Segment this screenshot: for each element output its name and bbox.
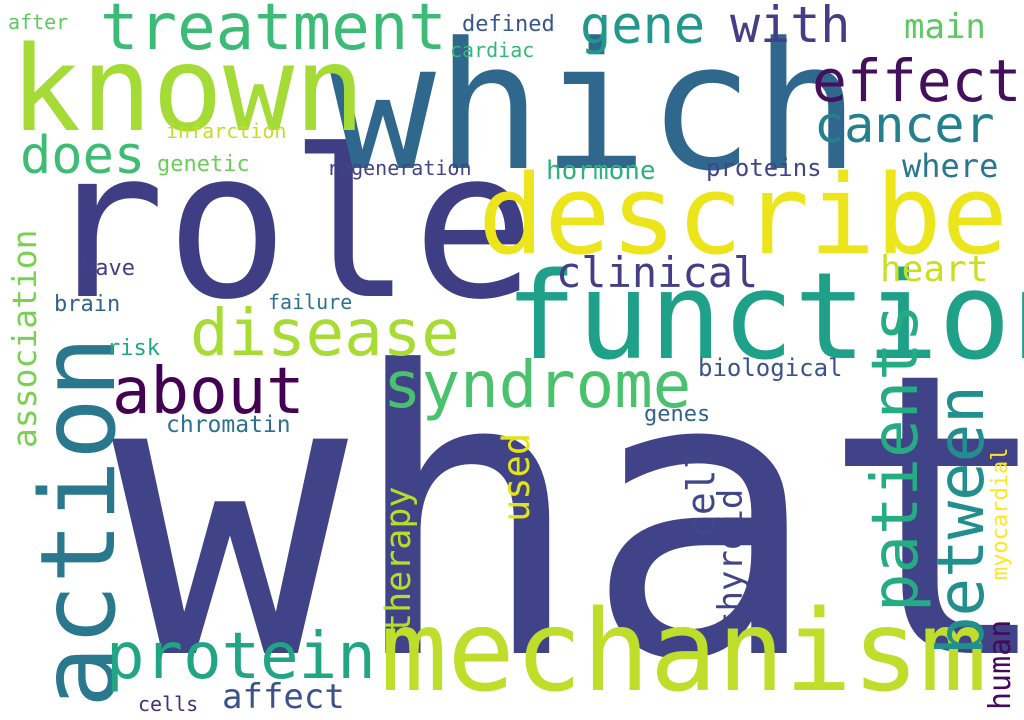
- word-have: have: [82, 256, 135, 281]
- word-genes: genes: [644, 402, 711, 427]
- word-used: used: [495, 432, 538, 522]
- word-protein: protein: [106, 620, 376, 694]
- word-proteins: proteins: [706, 154, 822, 182]
- word-chromatin: chromatin: [166, 412, 291, 438]
- word-heart: heart: [880, 249, 989, 290]
- word-describe: describe: [478, 151, 1008, 279]
- word-affect: affect: [222, 677, 345, 717]
- word-disease: disease: [190, 297, 460, 371]
- word-thyroid: thyroid: [711, 488, 751, 632]
- word-patients: patients: [859, 303, 933, 612]
- word-risk: risk: [107, 336, 160, 361]
- word-role: role: [42, 107, 536, 345]
- word-brain: brain: [54, 292, 121, 317]
- word-main: main: [904, 7, 986, 47]
- word-which: which: [330, 5, 860, 210]
- word-defined: defined: [462, 12, 555, 37]
- word-failure: failure: [268, 290, 353, 314]
- word-syndrome: syndrome: [383, 349, 692, 423]
- word-biological: biological: [698, 354, 843, 382]
- word-association: association: [5, 229, 44, 448]
- word-gene: gene: [580, 0, 706, 56]
- word-treatment: treatment: [100, 0, 447, 65]
- word-known: known: [10, 20, 366, 158]
- word-with: with: [730, 0, 851, 54]
- word-myocardial: myocardial: [988, 447, 1013, 580]
- word-after: after: [8, 10, 69, 34]
- word-between: between: [925, 385, 999, 655]
- word-function: function: [505, 248, 1024, 387]
- word-where: where: [902, 147, 999, 185]
- word-regeneration: regeneration: [327, 156, 472, 180]
- word-about: about: [112, 355, 305, 429]
- word-infarction: infarction: [166, 119, 287, 143]
- word-what: what: [112, 290, 1024, 720]
- word-mechanism: mechanism: [380, 587, 987, 717]
- word-hormone: hormone: [546, 156, 656, 186]
- word-cardiac: cardiac: [450, 38, 535, 62]
- word-human: human: [983, 619, 1018, 710]
- word-clinical: clinical: [556, 248, 759, 297]
- word-cancer: cancer: [814, 96, 995, 154]
- word-does: does: [20, 126, 146, 186]
- word-cells: cells: [138, 692, 199, 716]
- word-therapy: therapy: [379, 486, 419, 634]
- word-effect: effect: [812, 47, 1022, 115]
- word-genetic: genetic: [157, 152, 250, 177]
